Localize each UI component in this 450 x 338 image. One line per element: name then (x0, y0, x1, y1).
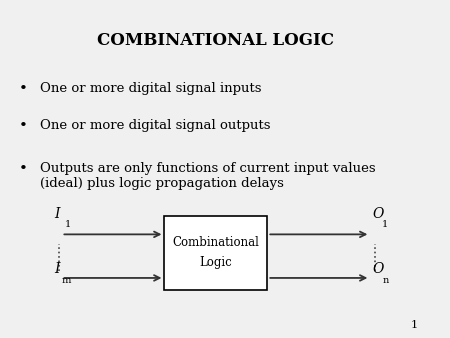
Text: I: I (54, 262, 59, 276)
Text: 1: 1 (410, 320, 418, 330)
Text: COMBINATIONAL LOGIC: COMBINATIONAL LOGIC (97, 31, 334, 49)
Text: Outputs are only functions of current input values
(ideal) plus logic propagatio: Outputs are only functions of current in… (40, 162, 376, 190)
Text: 1: 1 (382, 220, 388, 230)
Text: Combinational: Combinational (172, 236, 259, 249)
Text: One or more digital signal inputs: One or more digital signal inputs (40, 82, 261, 95)
Text: O: O (373, 262, 384, 276)
Text: I: I (54, 207, 59, 221)
Text: •: • (18, 82, 27, 96)
Text: n: n (382, 276, 388, 285)
Text: •: • (18, 119, 27, 133)
FancyBboxPatch shape (164, 216, 267, 290)
Text: •: • (18, 162, 27, 176)
Text: 1: 1 (65, 220, 71, 230)
Text: Logic: Logic (199, 256, 232, 269)
Text: O: O (373, 207, 384, 221)
Text: One or more digital signal outputs: One or more digital signal outputs (40, 119, 270, 132)
Text: m: m (62, 276, 71, 285)
